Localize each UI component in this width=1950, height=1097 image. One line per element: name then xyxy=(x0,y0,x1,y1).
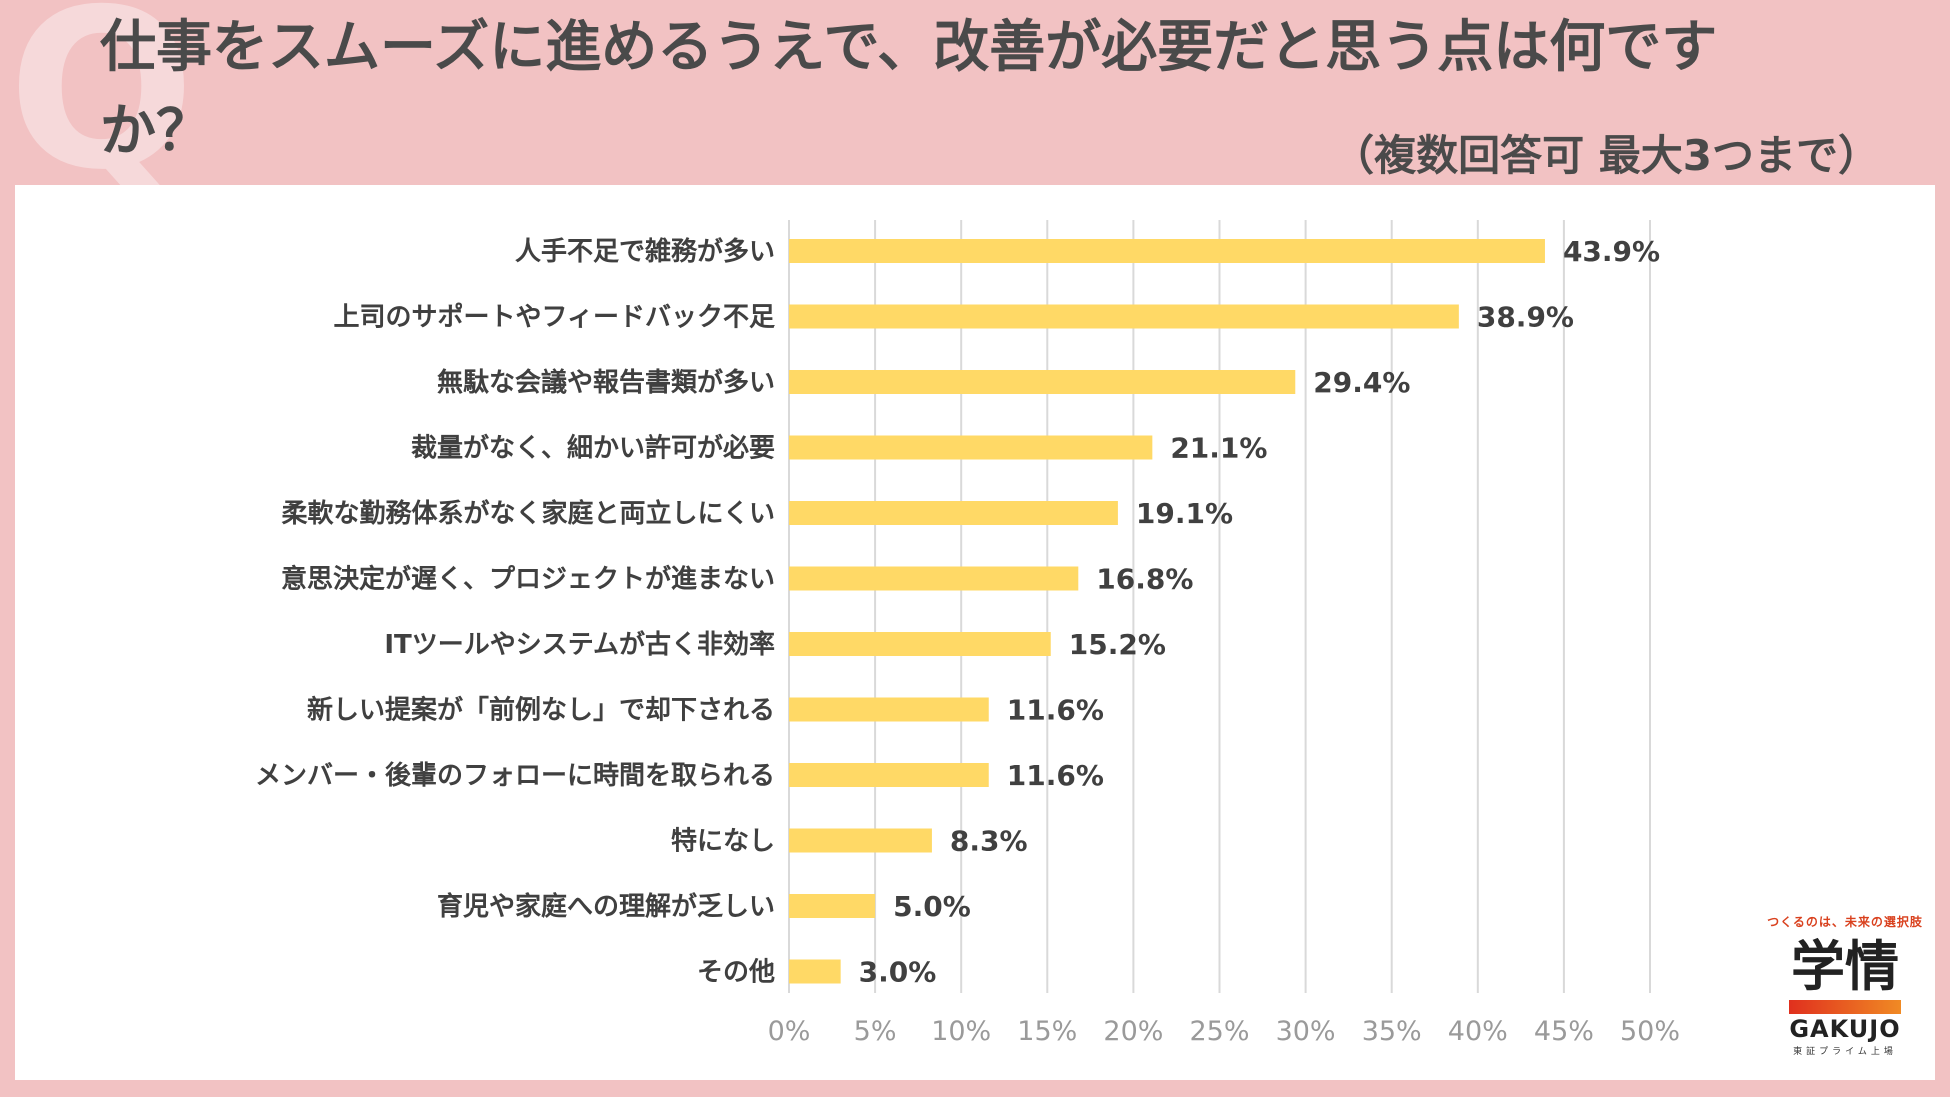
gridlines xyxy=(788,220,1651,993)
category-label-7: 新しい提案が「前例なし」で却下される xyxy=(307,695,775,726)
x-tick-label-0: 0% xyxy=(768,1016,811,1047)
logo-tagline: つくるのは、未来の選択肢 xyxy=(1767,915,1923,929)
value-label-0: 43.9% xyxy=(1563,235,1660,268)
bar-3 xyxy=(789,435,1153,460)
bar-0 xyxy=(789,239,1545,263)
q-watermark: Q xyxy=(8,0,196,218)
bar-7 xyxy=(789,697,989,722)
logo-name-en: GAKUJO xyxy=(1789,1015,1901,1043)
category-label-4: 柔軟な勤務体系がなく家庭と両立しにくい xyxy=(282,498,775,529)
x-tick-label-45: 45% xyxy=(1534,1016,1594,1047)
category-label-2: 無駄な会議や報告書類が多い xyxy=(437,367,775,398)
x-tick-label-15: 15% xyxy=(1017,1016,1077,1047)
value-label-5: 16.8% xyxy=(1096,563,1193,596)
bar-1 xyxy=(789,304,1459,329)
value-label-11: 3.0% xyxy=(859,956,937,989)
x-tick-label-35: 35% xyxy=(1362,1016,1422,1047)
page-subtitle: （複数回答可 最大3つまで） xyxy=(1332,131,1880,180)
bars xyxy=(789,239,1545,984)
bar-10 xyxy=(789,894,876,918)
category-label-10: 育児や家庭への理解が乏しい xyxy=(437,891,775,922)
logo-name-jp: 学情 xyxy=(1791,935,1899,998)
category-label-5: 意思決定が遅く、プロジェクトが進まない xyxy=(281,564,775,595)
chart-panel: 0% 5% 10% 15% 20% 25% 30% 35% 40% 45% 50% 人手不足で雑務が多… xyxy=(15,185,1935,1080)
page-title: 仕事をスムーズに進めるうえで、改善が必要だと思う点は何ですか？ xyxy=(100,15,1718,164)
bar-chart: 0% 5% 10% 15% 20% 25% 30% 35% 40% 45% 50% 人手不足で雑務が多… xyxy=(255,220,1680,1047)
bar-5 xyxy=(789,566,1079,591)
bar-11 xyxy=(789,959,841,984)
category-label-11: その他 xyxy=(697,958,775,988)
gakujo-logo: つくるのは、未来の選択肢 学情 GAKUJO 東証プライム上場 xyxy=(1755,913,1935,1057)
x-tick-label-5: 5% xyxy=(854,1016,897,1047)
bar-6 xyxy=(789,632,1051,656)
labels: 0% 5% 10% 15% 20% 25% 30% 35% 40% 45% 50% 人手不足で雑務が多… xyxy=(255,235,1680,1047)
x-tick-label-25: 25% xyxy=(1189,1016,1249,1047)
category-label-0: 人手不足で雑務が多い xyxy=(515,236,775,267)
value-label-7: 11.6% xyxy=(1007,694,1104,727)
value-label-2: 29.4% xyxy=(1313,366,1410,399)
logo-bar xyxy=(1789,1000,1901,1014)
value-label-6: 15.2% xyxy=(1069,628,1166,661)
x-tick-label-40: 40% xyxy=(1448,1016,1508,1047)
category-label-3: 裁量がなく、細かい許可が必要 xyxy=(411,433,775,464)
category-label-8: メンバー・後輩のフォローに時間を取られる xyxy=(255,760,775,791)
x-tick-label-30: 30% xyxy=(1276,1016,1336,1047)
value-label-9: 8.3% xyxy=(950,825,1028,858)
bar-8 xyxy=(789,763,989,787)
x-tick-label-20: 20% xyxy=(1103,1016,1163,1047)
value-label-8: 11.6% xyxy=(1007,759,1104,792)
category-label-9: 特になし xyxy=(671,826,775,857)
x-tick-label-10: 10% xyxy=(931,1016,991,1047)
value-label-10: 5.0% xyxy=(893,890,971,923)
logo-listing: 東証プライム上場 xyxy=(1793,1047,1897,1057)
x-tick-label-50: 50% xyxy=(1620,1016,1680,1047)
value-label-3: 21.1% xyxy=(1170,432,1267,465)
category-label-1: 上司のサポートやフィードバック不足 xyxy=(334,302,775,333)
category-label-6: ITツールやシステムが古く非効率 xyxy=(384,629,775,660)
bar-2 xyxy=(789,370,1296,394)
value-label-4: 19.1% xyxy=(1136,497,1233,530)
value-label-1: 38.9% xyxy=(1477,301,1574,334)
bar-4 xyxy=(789,501,1118,525)
bar-9 xyxy=(789,828,932,853)
